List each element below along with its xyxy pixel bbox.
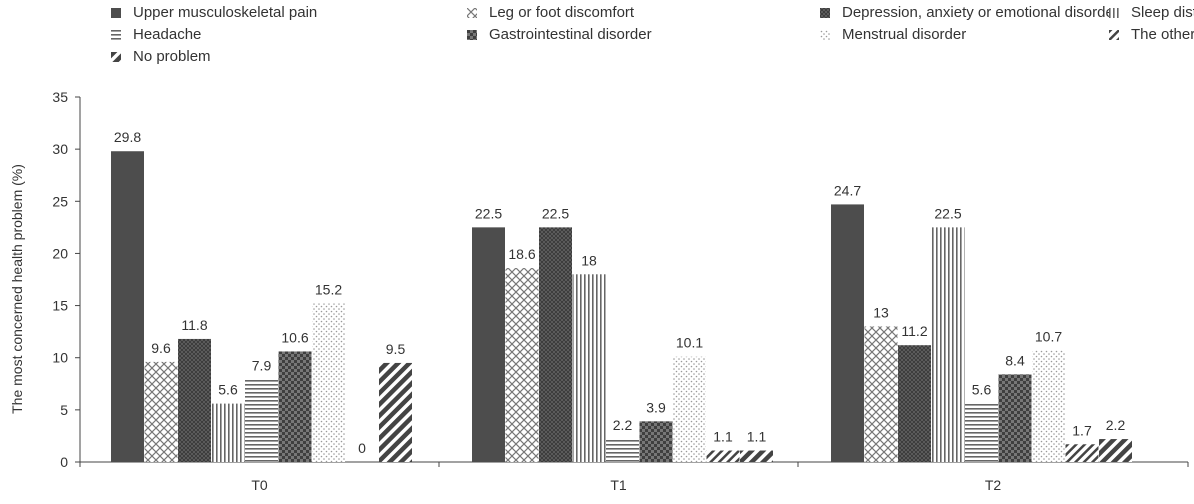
legend-label: No problem (133, 48, 211, 65)
data-label: 2.2 (613, 417, 633, 433)
legend-item: Gastrointestinal disorder (467, 26, 652, 43)
legend-swatch (467, 7, 477, 18)
data-label: 11.8 (181, 317, 207, 333)
y-tick-label: 25 (52, 193, 68, 209)
bar (245, 379, 278, 462)
legend-item: No problem (111, 48, 211, 65)
data-label: 18.6 (508, 246, 535, 262)
bar (639, 421, 673, 462)
y-tick-label: 10 (52, 350, 68, 366)
legend-label: Depression, anxiety or emotional disorde… (842, 4, 1119, 21)
legend-label: Gastrointestinal disorder (489, 26, 652, 43)
data-label: 22.5 (934, 205, 961, 221)
bar (144, 361, 178, 462)
data-label: 1.1 (747, 429, 767, 445)
legend-item: Upper musculoskeletal pain (111, 4, 317, 21)
legend-swatch (1109, 7, 1119, 18)
y-tick-label: 15 (52, 298, 68, 314)
bar (572, 274, 606, 462)
x-tick-label: T2 (985, 477, 1002, 493)
bar (965, 403, 998, 462)
bar (1032, 350, 1065, 462)
data-label: 1.7 (1072, 422, 1092, 438)
bar (931, 227, 965, 462)
data-label: 11.2 (901, 323, 927, 339)
data-label: 1.1 (713, 429, 733, 445)
x-tick-label: T0 (251, 477, 268, 493)
data-label: 5.6 (972, 382, 992, 398)
y-tick-label: 35 (52, 89, 68, 105)
data-label: 2.2 (1106, 417, 1126, 433)
data-labels: 29.8 9.6 11.8 5.6 7.9 10.6 15.2 0 9.5 22.5 18.6 22.… (114, 129, 1126, 456)
data-label: 29.8 (114, 129, 141, 145)
bar (1099, 439, 1132, 462)
legend-item: Depression, anxiety or emotional disorde… (820, 4, 1119, 21)
bar (379, 362, 412, 462)
data-label: 15.2 (315, 281, 342, 297)
y-tick-label: 0 (60, 454, 68, 470)
y-tick-label: 30 (52, 141, 68, 157)
legend-swatch (111, 51, 121, 62)
bar (998, 374, 1032, 462)
bar (740, 450, 773, 462)
legend-label: The others (1131, 26, 1194, 43)
legend-item: Leg or foot discomfort (467, 4, 634, 21)
data-label: 7.9 (252, 358, 272, 374)
y-tick-label: 5 (60, 402, 68, 418)
bar (312, 303, 345, 462)
data-label: 9.6 (151, 340, 171, 356)
data-label: 9.5 (386, 341, 406, 357)
bar (1065, 444, 1099, 462)
data-label: 8.4 (1005, 352, 1025, 368)
bar (831, 204, 864, 462)
legend-item: Headache (111, 26, 201, 43)
data-label: 10.6 (281, 329, 308, 345)
x-tick-label: T1 (610, 477, 627, 493)
data-label: 10.7 (1035, 328, 1062, 344)
bar (706, 450, 740, 462)
data-label: 24.7 (834, 182, 861, 198)
legend-swatch (820, 7, 830, 18)
legend-swatch (111, 29, 121, 40)
bar (898, 345, 931, 462)
bar (505, 268, 539, 462)
legend-swatch (1109, 29, 1119, 40)
data-label: 3.9 (646, 399, 666, 415)
legend-label: Sleep disturbance (1131, 4, 1194, 21)
legend-swatch (820, 29, 830, 40)
legend-label: Leg or foot discomfort (489, 4, 635, 21)
bar (211, 403, 245, 462)
legend-label: Headache (133, 26, 202, 43)
data-label: 22.5 (542, 205, 569, 221)
bar (472, 227, 505, 462)
bar (673, 356, 706, 462)
legend-swatch (111, 7, 121, 18)
legend-item: The others (1109, 26, 1194, 43)
y-tick-label: 20 (52, 245, 68, 261)
bar (606, 439, 639, 462)
data-label: 10.1 (676, 335, 703, 351)
bar (278, 351, 312, 462)
legend-item: Menstrual disorder (820, 26, 966, 43)
bars (111, 151, 1132, 462)
data-label: 18 (581, 252, 597, 268)
bar (864, 326, 898, 462)
data-label: 13 (873, 304, 889, 320)
bar (178, 338, 211, 462)
bar (539, 227, 572, 462)
y-axis-label: The most concerned health problem (%) (9, 164, 25, 414)
data-label: 5.6 (218, 382, 238, 398)
legend-swatch (467, 29, 477, 40)
legend: Upper musculoskeletal pain Leg or foot di… (0, 0, 1194, 70)
legend-item: Sleep disturbance (1109, 4, 1194, 21)
data-label: 0 (358, 440, 366, 456)
bar (111, 151, 144, 462)
legend-label: Menstrual disorder (842, 26, 967, 43)
legend-label: Upper musculoskeletal pain (133, 4, 318, 21)
data-label: 22.5 (475, 205, 502, 221)
